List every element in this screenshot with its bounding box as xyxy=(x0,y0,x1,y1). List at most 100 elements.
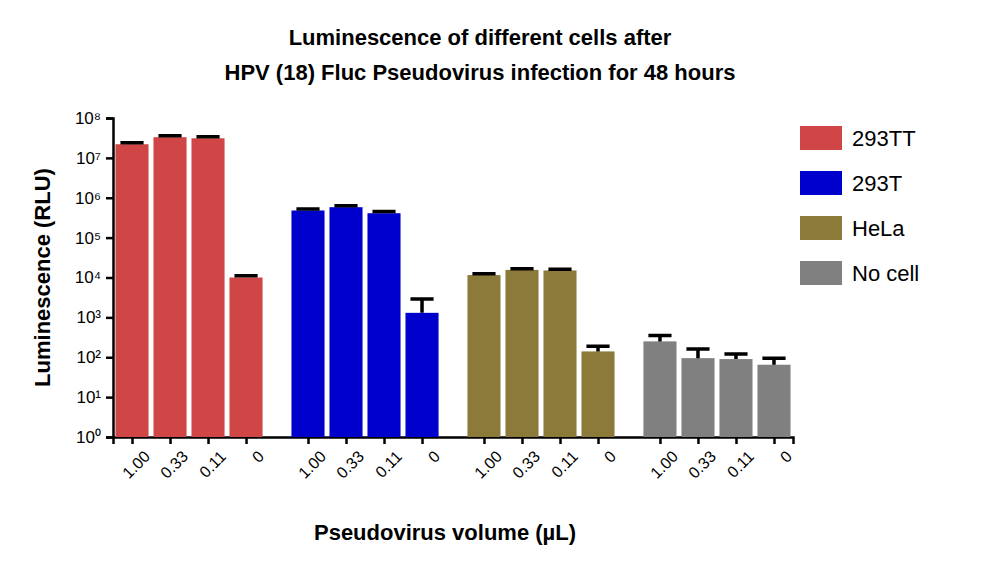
bar xyxy=(115,144,148,437)
error-bar xyxy=(724,354,747,359)
y-tick-mark xyxy=(106,117,113,120)
x-tick-mark xyxy=(659,437,662,444)
x-tick: 0.11 xyxy=(196,437,229,481)
y-tick: 10⁸ xyxy=(75,109,113,128)
legend: 293TT293THeLaNo cell xyxy=(800,126,919,286)
bar xyxy=(643,341,676,437)
x-tick: 0 xyxy=(423,437,444,466)
error-bar xyxy=(158,136,181,138)
x-tick-mark xyxy=(245,437,248,444)
x-tick-label: 0.11 xyxy=(548,448,581,481)
x-tick-mark xyxy=(131,437,134,444)
x-tick-label: 1.00 xyxy=(295,448,329,482)
y-tick-mark xyxy=(106,197,113,200)
x-tick-label: 1.00 xyxy=(647,448,681,482)
error-bar xyxy=(296,209,319,210)
error-bar xyxy=(586,346,609,351)
y-tick-label: 10² xyxy=(76,348,101,367)
y-axis-title: Luminescence (RLU) xyxy=(30,168,55,387)
bar xyxy=(367,213,400,437)
bar xyxy=(291,210,324,437)
y-tick-mark xyxy=(106,317,113,320)
x-tick: 0.11 xyxy=(548,437,581,481)
y-tick-mark xyxy=(106,357,113,360)
legend-swatch xyxy=(800,171,842,195)
x-tick: 0 xyxy=(599,437,620,466)
bar-series xyxy=(291,206,438,437)
y-tick-mark xyxy=(106,277,113,280)
error-bar xyxy=(510,269,533,270)
bar xyxy=(757,365,790,437)
y-tick-label: 10³ xyxy=(76,308,101,327)
bar xyxy=(329,207,362,437)
error-bar xyxy=(548,269,571,270)
y-tick-mark xyxy=(106,396,113,399)
x-tick-label: 1.00 xyxy=(471,448,505,482)
bar-series xyxy=(643,336,790,437)
legend-label: HeLa xyxy=(852,216,905,241)
plot-area xyxy=(115,136,790,437)
x-tick-mark xyxy=(735,437,738,444)
y-tick: 10⁶ xyxy=(75,189,113,208)
y-tick-label: 10⁷ xyxy=(76,149,101,168)
x-tick-mark xyxy=(207,437,210,444)
bar xyxy=(230,278,263,438)
x-tick-mark xyxy=(773,437,776,444)
x-tick: 0.33 xyxy=(685,437,719,482)
x-tick-label: 0.11 xyxy=(724,448,757,481)
x-tick-label: 0.11 xyxy=(372,448,405,481)
legend-label: No cell xyxy=(852,261,919,286)
x-tick: 1.00 xyxy=(295,437,329,482)
x-tick-mark xyxy=(169,437,172,444)
legend-swatch xyxy=(800,216,842,240)
y-tick: 10¹ xyxy=(76,388,113,407)
x-tick-mark xyxy=(521,437,524,444)
chart-title: Luminescence of different cells after xyxy=(289,25,672,50)
x-tick-label: 0.33 xyxy=(509,448,543,482)
bar-series xyxy=(115,136,262,437)
bar xyxy=(405,313,438,437)
error-bar xyxy=(334,206,357,207)
legend-item: 293TT xyxy=(800,126,916,151)
x-tick-label: 0 xyxy=(249,448,267,466)
y-tick-mark xyxy=(106,237,113,240)
error-bar xyxy=(648,336,671,342)
y-tick: 10⁰ xyxy=(76,428,113,447)
bar xyxy=(505,270,538,437)
legend-label: 293TT xyxy=(852,126,916,151)
y-tick: 10⁴ xyxy=(75,268,113,287)
error-bar xyxy=(686,349,709,358)
y-axis-line xyxy=(106,119,114,438)
x-tick: 0.11 xyxy=(724,437,757,481)
x-axis-title: Pseudovirus volume (µL) xyxy=(314,520,576,545)
x-tick-label: 0.33 xyxy=(685,448,719,482)
x-tick: 0.33 xyxy=(509,437,543,482)
x-tick-label: 0 xyxy=(777,448,795,466)
y-axis: 10⁰ 10¹ 10² 10³ 10⁴ 10⁵ 10⁶ 10⁷ 10⁸ xyxy=(75,109,114,447)
legend-item: No cell xyxy=(800,261,919,286)
x-tick-label: 0 xyxy=(425,448,443,466)
x-tick-label: 0.33 xyxy=(157,448,191,482)
y-tick: 10³ xyxy=(76,308,113,327)
y-tick-label: 10⁰ xyxy=(76,428,101,447)
y-tick: 10⁷ xyxy=(76,149,113,168)
x-tick-mark xyxy=(597,437,600,444)
x-tick-label: 0.11 xyxy=(196,448,229,481)
bar xyxy=(543,270,576,437)
chart: Luminescence of different cells afterHPV… xyxy=(0,0,1000,570)
x-tick: 1.00 xyxy=(119,437,153,482)
y-tick-label: 10⁵ xyxy=(75,229,101,248)
error-bar xyxy=(234,276,257,278)
x-tick-mark xyxy=(345,437,348,444)
x-tick-mark xyxy=(483,437,486,444)
x-axis: 1.000.330.1101.000.330.1101.000.330.1101… xyxy=(114,437,796,482)
bar xyxy=(467,275,500,437)
x-tick-mark xyxy=(421,437,424,444)
y-tick-mark xyxy=(106,157,113,160)
bar xyxy=(681,358,714,437)
x-tick-mark xyxy=(307,437,310,444)
y-tick-label: 10¹ xyxy=(76,388,101,407)
error-bar xyxy=(762,358,785,365)
error-bar xyxy=(120,143,143,145)
bar xyxy=(153,137,186,437)
